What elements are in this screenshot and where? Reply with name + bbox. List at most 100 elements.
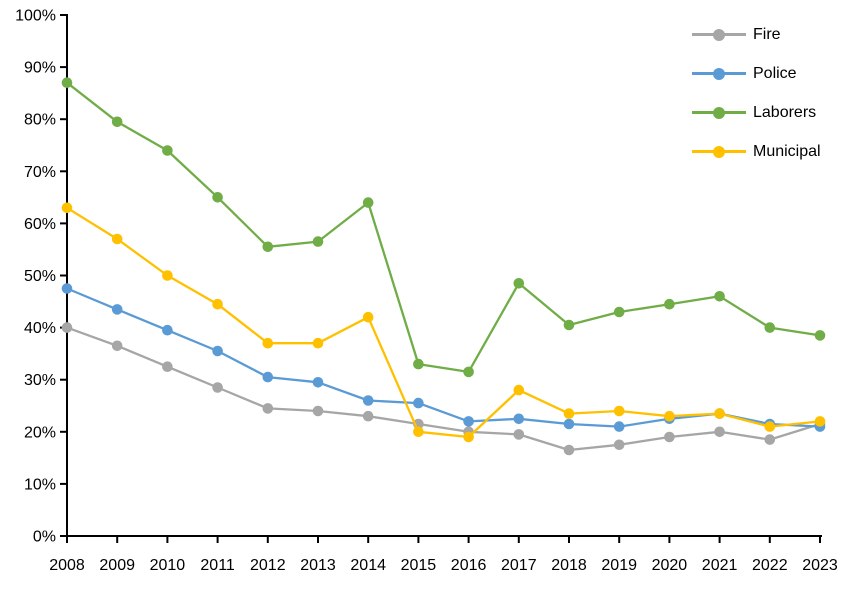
legend-item-fire: Fire	[692, 25, 821, 44]
series-marker-police	[262, 371, 274, 383]
legend-line-marker-icon	[692, 67, 746, 80]
series-marker-police	[613, 421, 625, 432]
series-line-laborers	[65, 81, 822, 374]
series-marker-fire	[111, 340, 123, 352]
series-marker-laborers	[212, 192, 223, 203]
y-tick-label: 20%	[24, 424, 56, 441]
series-marker-fire	[714, 426, 725, 438]
x-tick-label: 2015	[401, 557, 437, 574]
series-marker-laborers	[111, 116, 123, 128]
series-marker-laborers	[463, 366, 474, 378]
x-tick-label: 2011	[200, 557, 235, 574]
legend-line-marker-icon	[692, 28, 746, 41]
y-tick-label: 10%	[24, 476, 56, 493]
series-marker-police	[111, 304, 123, 315]
series-line-fire	[65, 326, 822, 452]
y-tick-label: 80%	[24, 112, 56, 129]
series-marker-fire	[664, 431, 675, 443]
y-tick-label: 30%	[24, 372, 56, 389]
series-marker-municipal	[61, 202, 73, 214]
series-marker-fire	[362, 410, 374, 422]
y-tick-label: 50%	[24, 268, 56, 285]
legend-line-marker-icon	[692, 145, 746, 158]
x-tick-label: 2020	[652, 557, 688, 574]
legend-label: Fire	[753, 25, 781, 43]
series-marker-municipal	[111, 233, 123, 245]
series-marker-police	[162, 324, 173, 336]
y-tick-label: 40%	[24, 320, 56, 337]
series-marker-municipal	[513, 384, 525, 396]
series-marker-fire	[513, 429, 525, 440]
legend-label: Police	[753, 64, 797, 82]
series-marker-laborers	[714, 291, 725, 302]
series-marker-laborers	[162, 145, 173, 156]
series-marker-municipal	[463, 431, 474, 443]
x-tick-label: 2017	[501, 557, 537, 574]
series-marker-municipal	[212, 298, 223, 310]
y-tick-label: 0%	[33, 529, 56, 546]
series-marker-laborers	[764, 322, 776, 333]
series-line-police	[65, 287, 822, 428]
series-marker-laborers	[61, 77, 73, 88]
x-tick-label: 2018	[551, 557, 587, 574]
legend-dot-icon	[713, 67, 725, 80]
y-tick-label: 70%	[24, 164, 56, 181]
x-tick-label: 2019	[601, 557, 637, 574]
series-marker-municipal	[262, 337, 274, 349]
series-marker-laborers	[613, 306, 625, 318]
legend: Fire Police Laborers Municipal	[692, 25, 821, 161]
legend-label: Municipal	[753, 142, 821, 160]
series-marker-municipal	[362, 311, 374, 323]
legend-dot-icon	[713, 145, 725, 158]
series-marker-police	[463, 416, 474, 427]
series-marker-laborers	[262, 241, 274, 253]
series-marker-fire	[764, 434, 776, 445]
legend-dot-icon	[713, 106, 725, 119]
series-marker-laborers	[664, 298, 675, 310]
series-marker-police	[413, 397, 424, 409]
series-marker-laborers	[814, 330, 826, 341]
series-marker-laborers	[513, 278, 525, 289]
legend-label: Laborers	[753, 103, 817, 121]
x-tick-label: 2016	[451, 557, 487, 574]
legend-line-marker-icon	[692, 106, 746, 119]
series-marker-police	[362, 395, 374, 406]
x-tick-label: 2023	[802, 557, 838, 574]
series-marker-laborers	[312, 236, 324, 247]
x-tick-label: 2012	[250, 557, 286, 574]
x-tick-label: 2010	[150, 557, 186, 574]
series-marker-fire	[162, 361, 173, 373]
series-marker-police	[312, 377, 324, 388]
series-marker-municipal	[563, 408, 575, 419]
series-marker-municipal	[764, 421, 776, 432]
series-marker-laborers	[563, 319, 575, 331]
x-tick-label: 2009	[99, 557, 135, 574]
y-tick-label: 90%	[24, 60, 56, 77]
x-tick-label: 2013	[300, 557, 336, 574]
x-tick-label: 2021	[702, 557, 738, 574]
series-marker-municipal	[814, 416, 826, 427]
series-marker-municipal	[613, 405, 625, 417]
series-marker-laborers	[362, 197, 374, 208]
series-marker-fire	[563, 444, 575, 456]
series-marker-fire	[262, 403, 274, 414]
series-marker-municipal	[714, 408, 725, 419]
legend-item-municipal: Municipal	[692, 142, 821, 161]
y-tick-label: 60%	[24, 216, 56, 233]
series-marker-fire	[212, 382, 223, 393]
y-tick-label: 100%	[15, 8, 56, 25]
x-tick-label: 2014	[350, 557, 386, 574]
series-marker-municipal	[413, 426, 424, 438]
series-marker-fire	[613, 439, 625, 451]
series-marker-municipal	[664, 410, 675, 422]
series-line-municipal	[65, 206, 822, 439]
legend-dot-icon	[713, 28, 725, 41]
series-marker-municipal	[312, 337, 324, 349]
series-marker-police	[563, 418, 575, 430]
series-marker-fire	[61, 322, 73, 333]
x-tick-label: 2022	[752, 557, 788, 574]
legend-item-laborers: Laborers	[692, 103, 821, 122]
series-marker-police	[513, 413, 525, 425]
